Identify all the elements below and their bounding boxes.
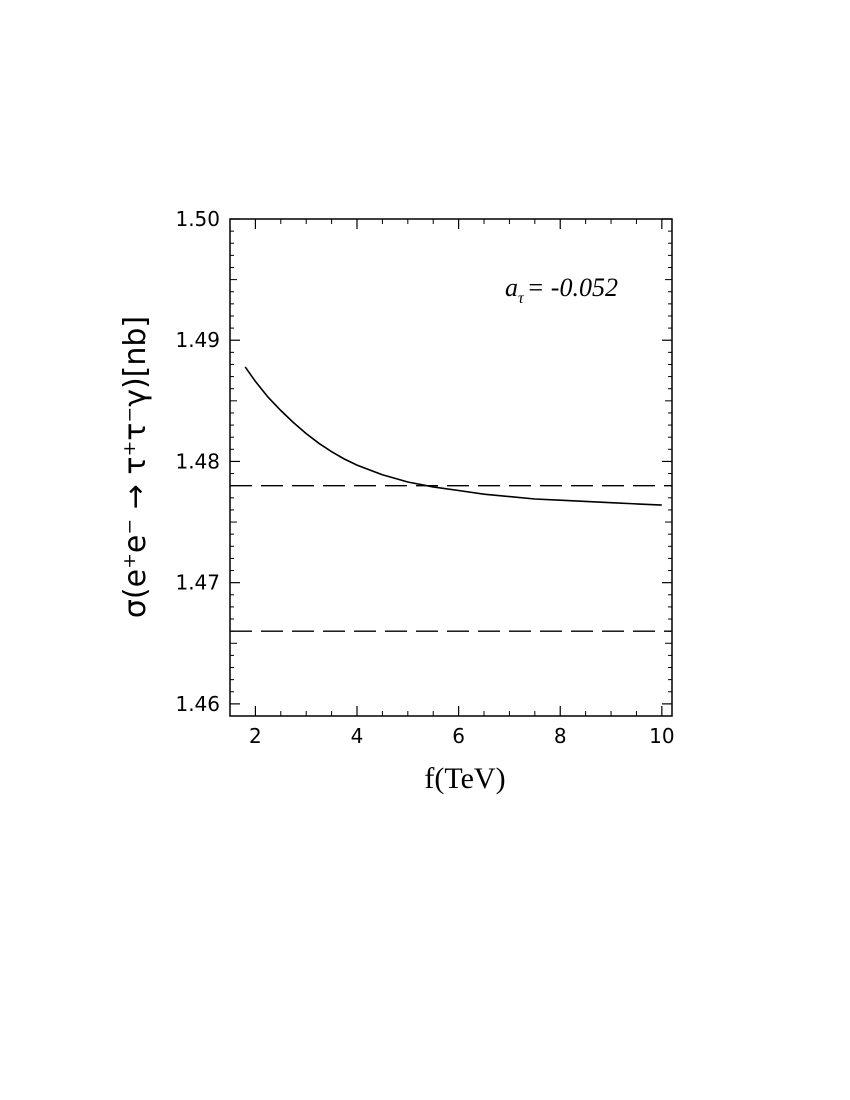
y-tick-label: 1.48 xyxy=(175,449,220,473)
x-tick-labels: 2 4 6 8 10 xyxy=(249,724,675,748)
y-tick-label: 1.49 xyxy=(175,328,220,352)
reference-lines xyxy=(230,484,672,632)
x-axis-title: f(TeV) xyxy=(424,762,505,795)
y-axis-title: σ(e⁺e⁻ → τ⁺τ⁻γ)[nb] xyxy=(118,316,153,618)
series-layer xyxy=(244,366,662,506)
y-tick-label: 1.46 xyxy=(175,692,220,716)
x-tick-label: 2 xyxy=(249,724,262,748)
y-tick-labels: 1.46 1.47 1.48 1.49 1.50 xyxy=(175,207,220,716)
x-tick-label: 10 xyxy=(649,724,674,748)
annotation-value: = -0.052 xyxy=(527,273,618,302)
x-tick-label: 4 xyxy=(351,724,364,748)
x-tick-label: 8 xyxy=(554,724,567,748)
series-line xyxy=(244,366,662,506)
annotation-symbol: a xyxy=(505,273,518,302)
annotation-text: aτ = -0.052 xyxy=(505,273,618,307)
y-tick-label: 1.50 xyxy=(175,207,220,231)
y-tick-label: 1.47 xyxy=(175,571,220,595)
annotation-subscript: τ xyxy=(518,290,525,307)
plot-frame xyxy=(229,218,673,717)
axis-ticks xyxy=(230,218,672,716)
x-tick-label: 6 xyxy=(452,724,465,748)
